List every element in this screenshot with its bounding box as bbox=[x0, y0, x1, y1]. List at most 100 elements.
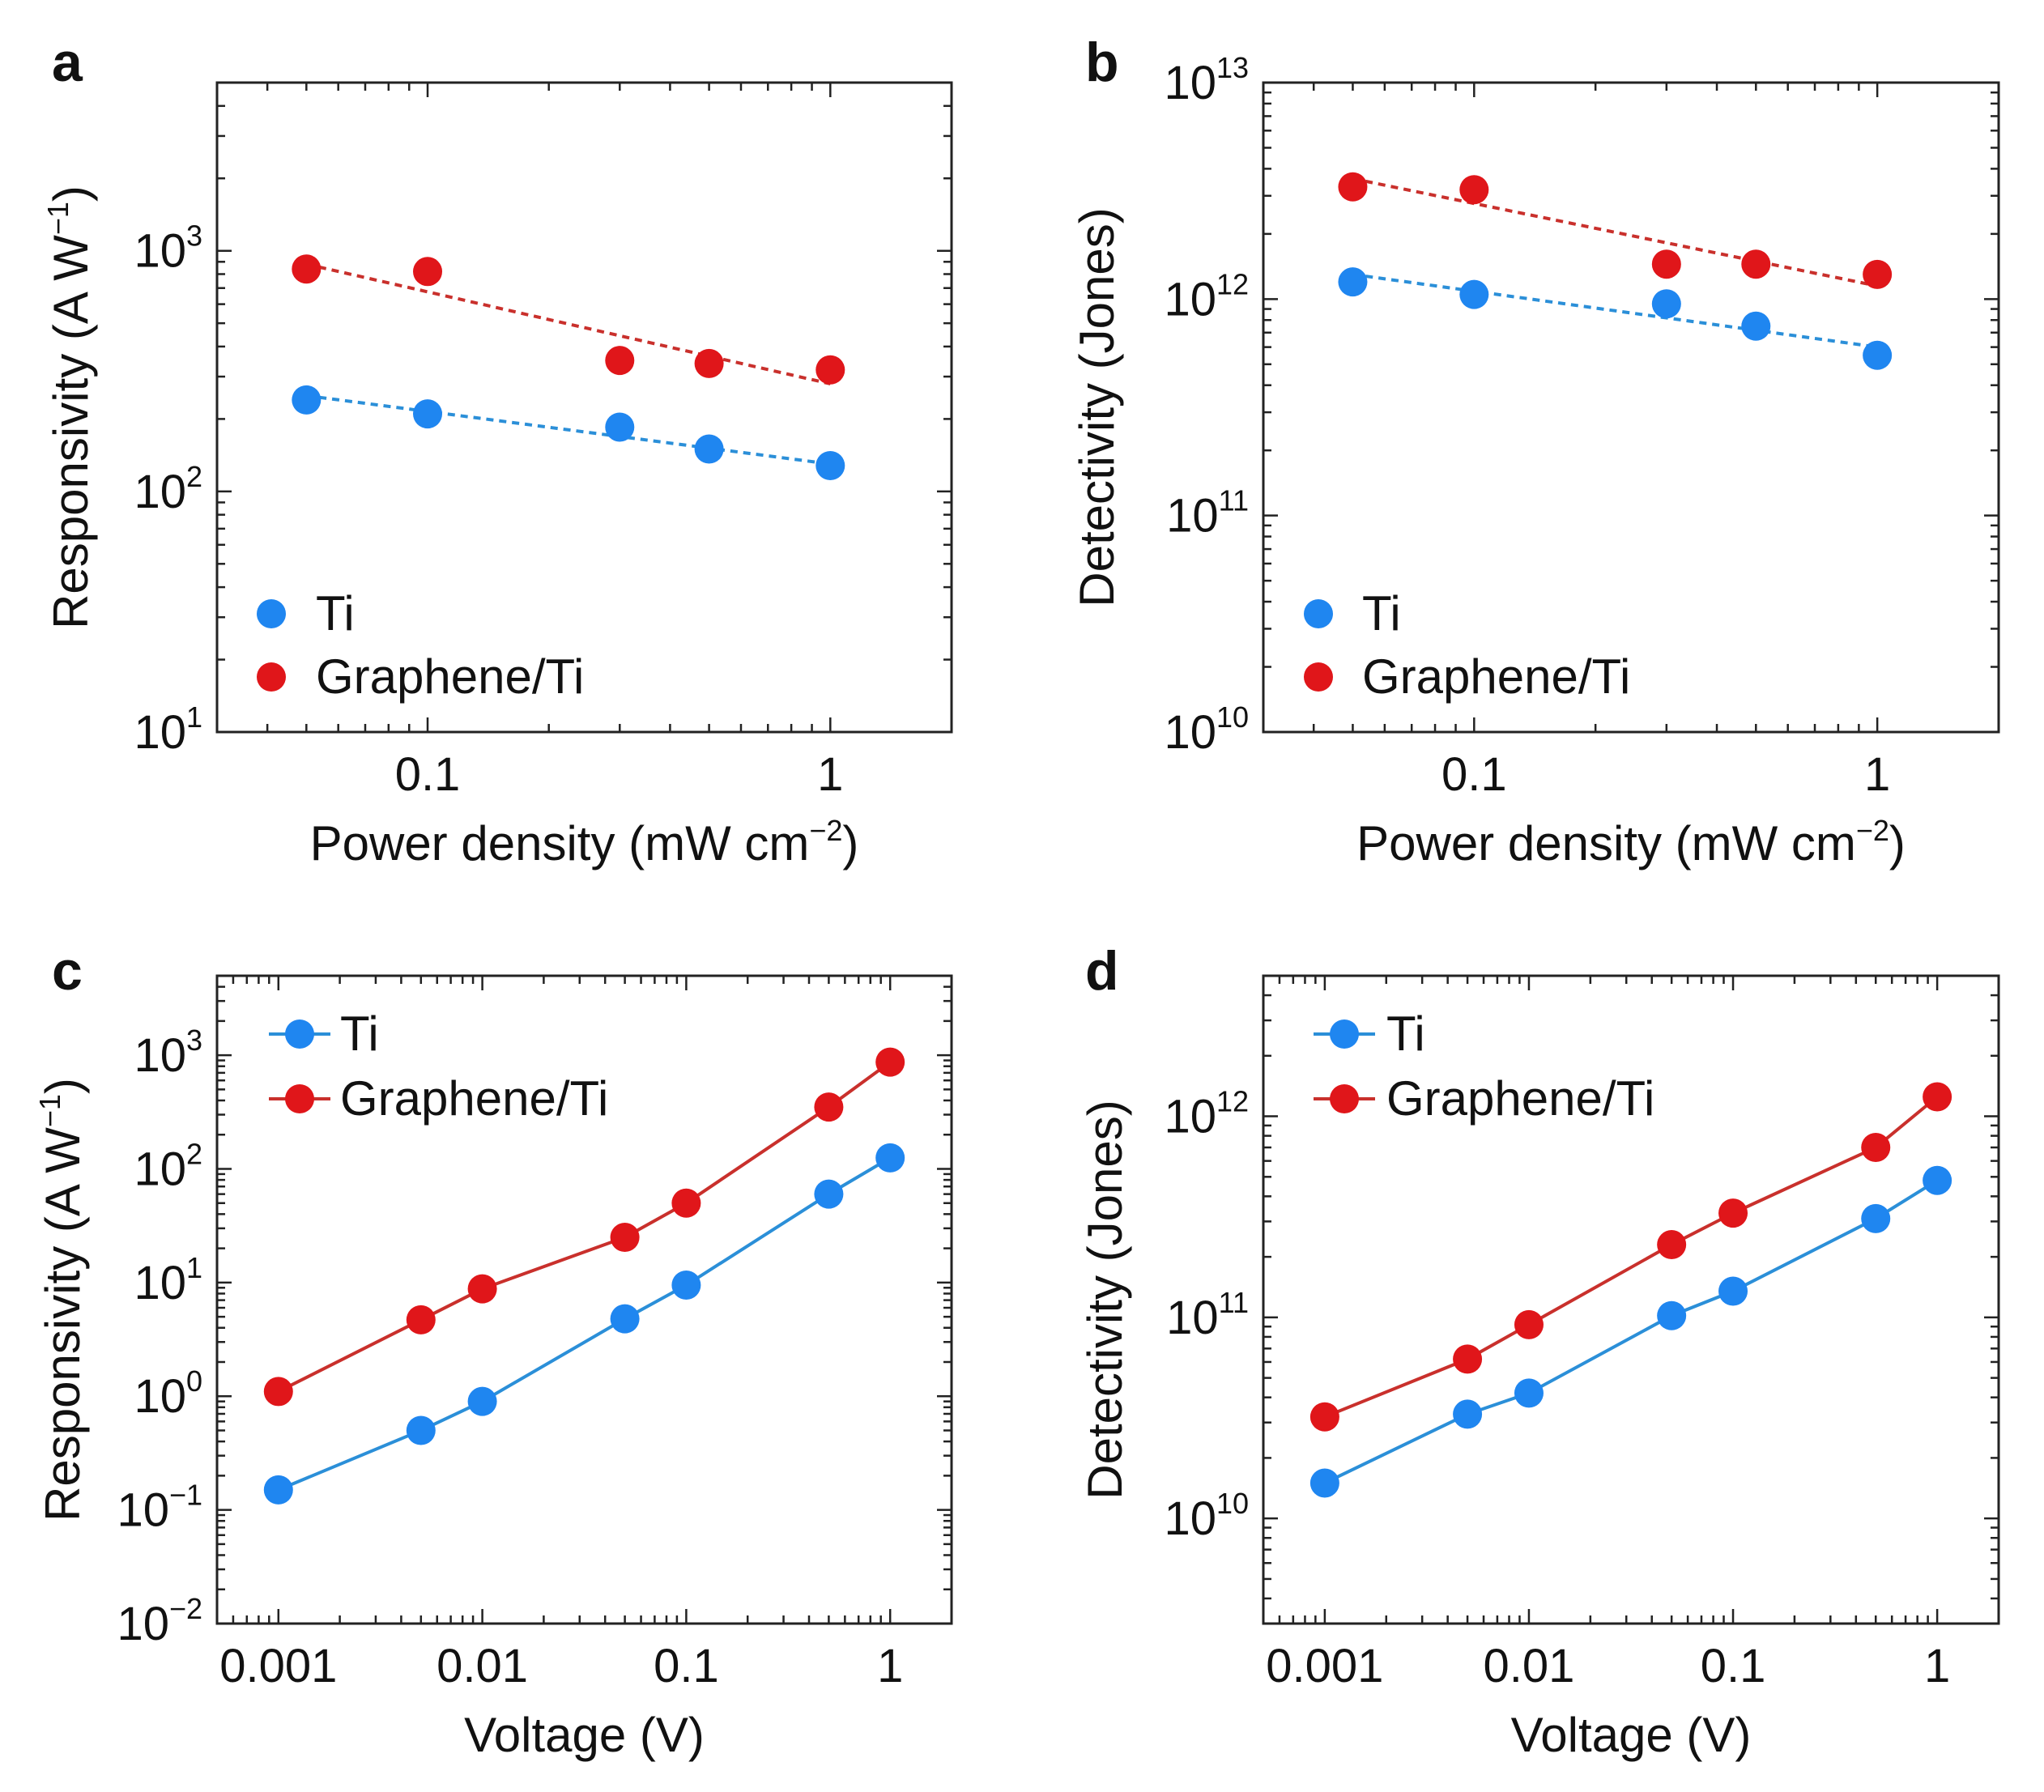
y-axis-title: Responsivity (A W−1) bbox=[41, 185, 98, 629]
y-tick-label: 1011 bbox=[1166, 484, 1249, 543]
data-point bbox=[605, 412, 635, 442]
series-graphene-ti bbox=[292, 254, 845, 385]
y-tick-marks bbox=[1263, 974, 1999, 1625]
plot-frame bbox=[1262, 974, 2000, 1625]
data-point bbox=[413, 257, 443, 287]
series-graphene-ti bbox=[1338, 172, 1893, 289]
y-tick-label: 100 bbox=[134, 1364, 202, 1423]
y-tick-label: 10−1 bbox=[117, 1479, 202, 1537]
data-point bbox=[1923, 1165, 1952, 1195]
data-point bbox=[1338, 172, 1368, 202]
y-tick-label: 103 bbox=[134, 219, 202, 278]
data-point bbox=[263, 1377, 293, 1407]
x-tick-label: 0.01 bbox=[436, 1640, 528, 1692]
legend-entry: Graphene/Ti bbox=[1304, 649, 1630, 704]
y-tick-label: 103 bbox=[134, 1024, 202, 1082]
x-tick-label: 0.1 bbox=[1701, 1640, 1766, 1692]
panel-d-letter: d bbox=[1085, 940, 1119, 1002]
legend-marker bbox=[285, 1019, 314, 1049]
data-point bbox=[875, 1047, 905, 1077]
y-tick-label: 10−2 bbox=[117, 1592, 202, 1650]
data-point bbox=[292, 385, 322, 415]
legend-marker bbox=[1304, 599, 1333, 628]
data-point bbox=[406, 1415, 436, 1445]
data-point bbox=[1651, 249, 1681, 279]
data-point bbox=[406, 1305, 436, 1334]
x-tick-label: 1 bbox=[877, 1640, 903, 1692]
legend-marker bbox=[1304, 662, 1333, 692]
x-axis-title: Voltage (V) bbox=[464, 1708, 705, 1762]
data-point bbox=[1863, 340, 1893, 370]
data-point bbox=[1741, 311, 1771, 341]
data-point bbox=[292, 254, 322, 284]
data-point bbox=[1718, 1276, 1748, 1306]
fit-line bbox=[1352, 272, 1878, 349]
y-axis-title: Detectivity (Jones) bbox=[1070, 207, 1124, 607]
legend-label: Graphene/Ti bbox=[340, 1071, 608, 1126]
data-point bbox=[1459, 175, 1489, 205]
x-tick-label: 0.001 bbox=[1266, 1640, 1383, 1692]
data-point bbox=[1861, 1203, 1891, 1233]
legend-marker bbox=[1330, 1019, 1359, 1049]
data-point bbox=[815, 355, 845, 385]
y-tick-label: 1010 bbox=[1164, 700, 1249, 759]
panel-b-letter: b bbox=[1085, 32, 1119, 93]
x-tick-label: 0.1 bbox=[654, 1640, 719, 1692]
y-tick-label: 101 bbox=[134, 700, 202, 759]
y-tick-label: 102 bbox=[134, 1137, 202, 1195]
series-ti bbox=[1338, 267, 1893, 370]
x-tick-marks bbox=[215, 976, 953, 1624]
data-point bbox=[1718, 1198, 1748, 1228]
x-tick-label: 0.1 bbox=[395, 748, 461, 801]
legend-entry: Ti bbox=[269, 1007, 379, 1061]
data-point bbox=[1309, 1468, 1339, 1498]
x-axis-title: Voltage (V) bbox=[1511, 1708, 1752, 1762]
plot-frame bbox=[215, 81, 953, 734]
panel-b: b 0.1 1 1010 1011 1012 1013 Power density (mW … bbox=[1070, 32, 2000, 870]
y-tick-label: 1011 bbox=[1166, 1286, 1249, 1344]
legend-label: Graphene/Ti bbox=[1386, 1071, 1654, 1126]
y-tick-label: 1010 bbox=[1164, 1487, 1249, 1545]
panel-d: d 0.001 0.01 0.1 1 1010 1011 1012 Voltage (V) De… bbox=[1078, 940, 2000, 1762]
legend-marker bbox=[257, 662, 286, 692]
legend-label: Ti bbox=[1362, 586, 1401, 641]
data-point bbox=[1863, 259, 1893, 289]
panel-c-letter: c bbox=[52, 940, 83, 1002]
x-tick-marks bbox=[1262, 976, 2000, 1624]
legend-label: Ti bbox=[316, 586, 355, 641]
series-ti bbox=[263, 1143, 905, 1505]
data-point bbox=[1861, 1133, 1891, 1163]
y-tick-marks bbox=[217, 81, 952, 734]
data-point bbox=[263, 1475, 293, 1505]
x-tick-label: 0.01 bbox=[1484, 1640, 1575, 1692]
data-point bbox=[1453, 1399, 1483, 1429]
data-point bbox=[694, 348, 724, 378]
data-point bbox=[1514, 1309, 1544, 1339]
data-point bbox=[815, 450, 845, 480]
data-point bbox=[1338, 267, 1368, 297]
x-tick-label: 1 bbox=[1864, 748, 1890, 801]
panel-a-letter: a bbox=[52, 32, 83, 93]
data-point bbox=[1657, 1300, 1687, 1330]
y-axis-title: Detectivity (Jones) bbox=[1078, 1100, 1132, 1499]
data-point bbox=[467, 1274, 497, 1304]
y-tick-label: 101 bbox=[134, 1251, 202, 1309]
data-point bbox=[1309, 1402, 1339, 1432]
legend-marker bbox=[285, 1084, 314, 1113]
y-tick-label: 1012 bbox=[1164, 1085, 1249, 1143]
data-point bbox=[1459, 279, 1489, 309]
x-tick-label: 0.1 bbox=[1441, 748, 1507, 801]
legend-label: Graphene/Ti bbox=[1362, 649, 1630, 704]
data-point bbox=[1923, 1082, 1952, 1112]
series-ti bbox=[1309, 1165, 1952, 1498]
x-axis-title: Power density (mW cm−2) bbox=[310, 814, 859, 870]
data-point bbox=[413, 399, 443, 429]
legend-entry: Ti bbox=[1304, 586, 1401, 641]
data-point bbox=[671, 1270, 701, 1300]
legend-entry: Graphene/Ti bbox=[1314, 1071, 1654, 1126]
panel-a: a 0.1 1 101 102 103 Power density (mW cm−2) Re… bbox=[41, 32, 953, 870]
legend-entry: Ti bbox=[1314, 1007, 1425, 1061]
x-axis-title: Power density (mW cm−2) bbox=[1356, 814, 1906, 870]
x-tick-label: 1 bbox=[817, 748, 843, 801]
